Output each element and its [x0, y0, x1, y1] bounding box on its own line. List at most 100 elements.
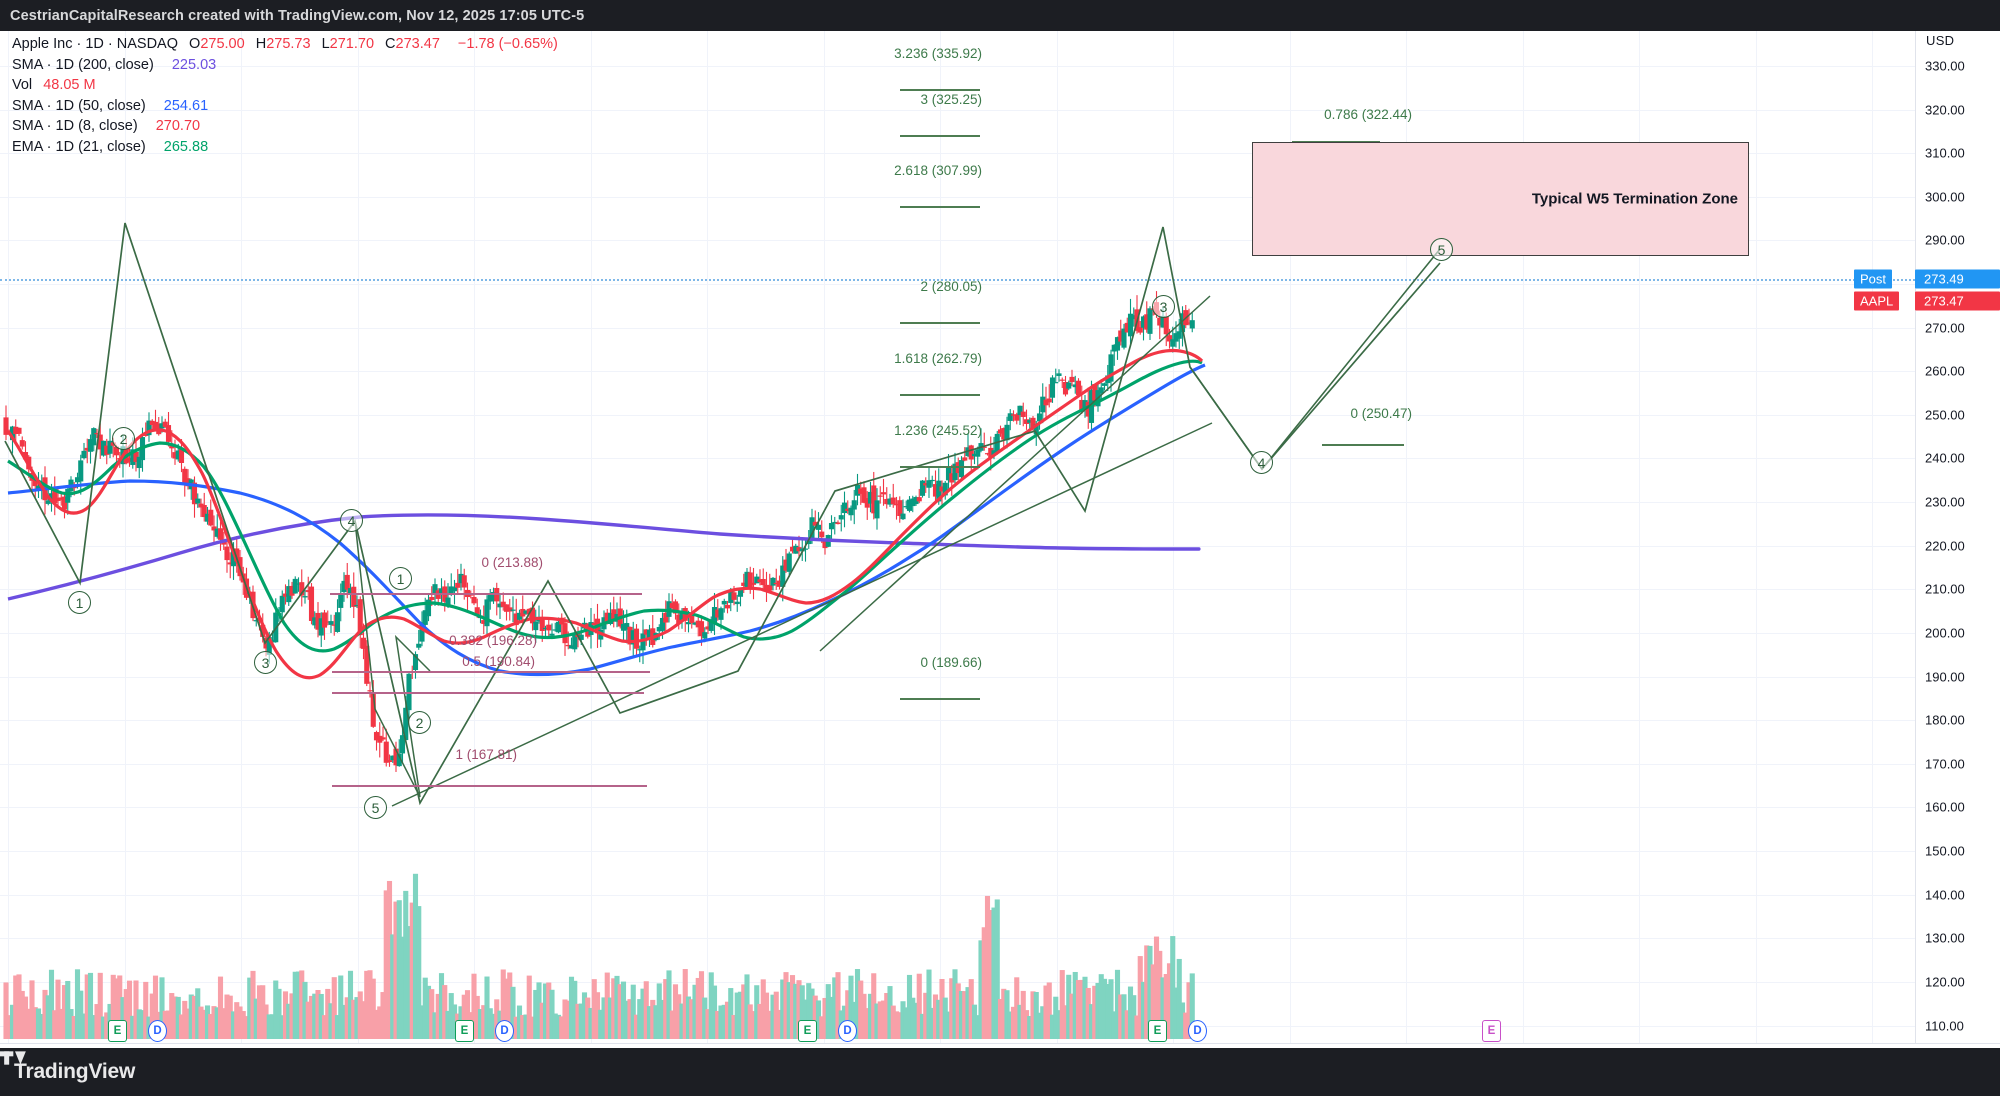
earnings-marker-icon[interactable]: E — [455, 1020, 474, 1042]
fib-line-2618 — [900, 206, 980, 208]
fib-label: 0 (250.47) — [1350, 406, 1412, 421]
earnings-marker-icon[interactable]: E — [1148, 1020, 1167, 1042]
dividend-marker-icon[interactable]: D — [495, 1020, 514, 1042]
wave-number: 2 — [119, 430, 128, 447]
price-tick-310: 310.00 — [1925, 145, 1965, 161]
fib-label: 1.236 (245.52) — [894, 423, 982, 438]
wave-number: 5 — [1437, 241, 1446, 258]
price-tick-320: 320.00 — [1925, 102, 1965, 118]
gridline-vertical — [1639, 31, 1640, 1043]
sma8-value: 270.70 — [155, 118, 201, 134]
price-tick-260: 260.00 — [1925, 363, 1965, 379]
gridline-horizontal — [0, 938, 1915, 940]
price-axis[interactable]: USD 330.00320.00310.00300.00290.00280.00… — [1854, 31, 2000, 1043]
wave-sub-label-2: 2 — [408, 711, 431, 734]
legend-row-ema21[interactable]: EMA · 1D (21, close) 265.88 — [12, 137, 558, 158]
legend-row-symbol[interactable]: Apple Inc · 1D · NASDAQ O275.00 H275.73 … — [12, 34, 558, 55]
time-axis[interactable]: 2025FebMarAprMayJunJulAugSepOctNovDec202… — [0, 1043, 2000, 1048]
sma-200-line — [7, 513, 1201, 601]
attribution-text: CestrianCapitalResearch created with Tra… — [10, 7, 585, 24]
gridline-vertical — [1056, 31, 1058, 1043]
earnings-marker-icon[interactable]: E — [108, 1020, 127, 1042]
wave-number: 4 — [1257, 454, 1266, 471]
sma-50-line — [7, 363, 1206, 677]
footer-bar: TradingView — [0, 1048, 2000, 1096]
price-tick-290: 290.00 — [1925, 232, 1965, 248]
fib-line-2 — [900, 322, 980, 324]
gridline-horizontal — [0, 676, 1915, 678]
wave-number: 1 — [396, 570, 405, 587]
wave-sub-label-5: 5 — [364, 796, 387, 819]
fib-line-1-pink — [332, 785, 647, 787]
wave-label-2: 2 — [112, 427, 135, 450]
ema21-label: EMA · 1D (21, close) — [12, 138, 146, 155]
earnings-marker-icon[interactable]: E — [798, 1020, 817, 1042]
w5-termination-zone-label: Typical W5 Termination Zone — [1531, 190, 1738, 208]
dividend-marker-icon[interactable]: D — [838, 1020, 857, 1042]
gridline-horizontal — [0, 153, 1915, 155]
chart-area[interactable]: 3.236 (335.92) 3 (325.25) 2.618 (307.99)… — [0, 31, 2000, 1048]
price-plot[interactable]: 3.236 (335.92) 3 (325.25) 2.618 (307.99)… — [0, 31, 1915, 1043]
price-tick-150: 150.00 — [1925, 843, 1965, 859]
price-tick-170: 170.00 — [1925, 756, 1965, 772]
gridline-vertical — [474, 31, 475, 1043]
dividend-marker-icon[interactable]: D — [148, 1020, 167, 1042]
wave-label-4: 4 — [340, 509, 363, 532]
post-market-price-value: 273.49 — [1924, 271, 1964, 287]
fib-line-1236 — [900, 466, 980, 468]
fib-line-0-green — [900, 698, 980, 700]
attribution-bar: CestrianCapitalResearch created with Tra… — [0, 0, 2000, 31]
future-earnings-marker-icon[interactable]: E — [1482, 1020, 1501, 1042]
gridline-vertical — [1289, 31, 1291, 1043]
symbol-tag: AAPL — [1854, 291, 1900, 311]
low-value: 271.70 — [329, 36, 375, 52]
projected-wave-path — [1189, 248, 1441, 471]
w5-termination-zone[interactable]: Typical W5 Termination Zone — [1252, 142, 1749, 256]
tradingview-brand-text: TradingView — [14, 1060, 136, 1083]
close-value: 273.47 — [395, 36, 440, 52]
last-price-badge: 273.47 — [1915, 291, 2000, 311]
price-tick-160: 160.00 — [1925, 799, 1965, 815]
fib-line-0382 — [332, 671, 650, 673]
wave-label-3-right: 3 — [1152, 295, 1175, 318]
fib-label: 1.618 (262.79) — [894, 351, 982, 366]
legend-row-sma8[interactable]: SMA · 1D (8, close) 270.70 — [12, 116, 558, 137]
wave-label-5-right: 5 — [1430, 238, 1453, 261]
price-tick-270: 270.00 — [1925, 320, 1965, 336]
open-value: 275.00 — [200, 36, 245, 52]
fib-label: 1 (167.81) — [455, 747, 517, 762]
gridline-vertical — [1173, 31, 1174, 1043]
price-tick-300: 300.00 — [1925, 189, 1965, 205]
gridline-horizontal — [0, 65, 1915, 67]
wave-label-3: 3 — [254, 651, 277, 674]
sma50-value: 254.61 — [163, 97, 209, 114]
fib-label: 0.5 (190.84) — [462, 654, 535, 669]
tradingview-logo[interactable]: TradingView — [0, 1051, 136, 1084]
price-tick-210: 210.00 — [1925, 581, 1965, 597]
legend-row-sma200[interactable]: SMA · 1D (200, close) 225.03 — [12, 55, 558, 76]
price-tick-330: 330.00 — [1925, 58, 1965, 74]
sma-8-line — [6, 348, 1204, 680]
gridline-horizontal — [0, 851, 1915, 853]
price-tick-240: 240.00 — [1925, 450, 1965, 466]
volume-value: 48.05 M — [43, 77, 96, 93]
price-tick-120: 120.00 — [1925, 974, 1965, 990]
fib-line-0-pink — [330, 593, 642, 595]
fib-label: 2 (280.05) — [920, 279, 982, 294]
dividend-marker-icon[interactable]: D — [1188, 1020, 1207, 1042]
gridline-horizontal — [0, 458, 1915, 460]
sma50-label: SMA · 1D (50, close) — [12, 97, 146, 114]
sma200-label: SMA · 1D (200, close) — [12, 56, 154, 73]
fib-label: 3 (325.25) — [920, 92, 982, 107]
wave-number: 3 — [261, 654, 270, 671]
gridline-horizontal — [0, 589, 1915, 591]
chart-vector-layer — [3, 222, 1441, 1039]
gridline-horizontal — [0, 196, 1915, 198]
fib-line-3236 — [900, 89, 980, 91]
legend-row-sma50[interactable]: SMA · 1D (50, close) 254.61 — [12, 96, 558, 117]
ema21-value: 265.88 — [163, 138, 209, 155]
legend-row-volume[interactable]: Vol 48.05 M — [12, 75, 558, 96]
fib-label: 0.786 (322.44) — [1324, 107, 1412, 122]
fib-line-05-pink — [332, 692, 644, 694]
